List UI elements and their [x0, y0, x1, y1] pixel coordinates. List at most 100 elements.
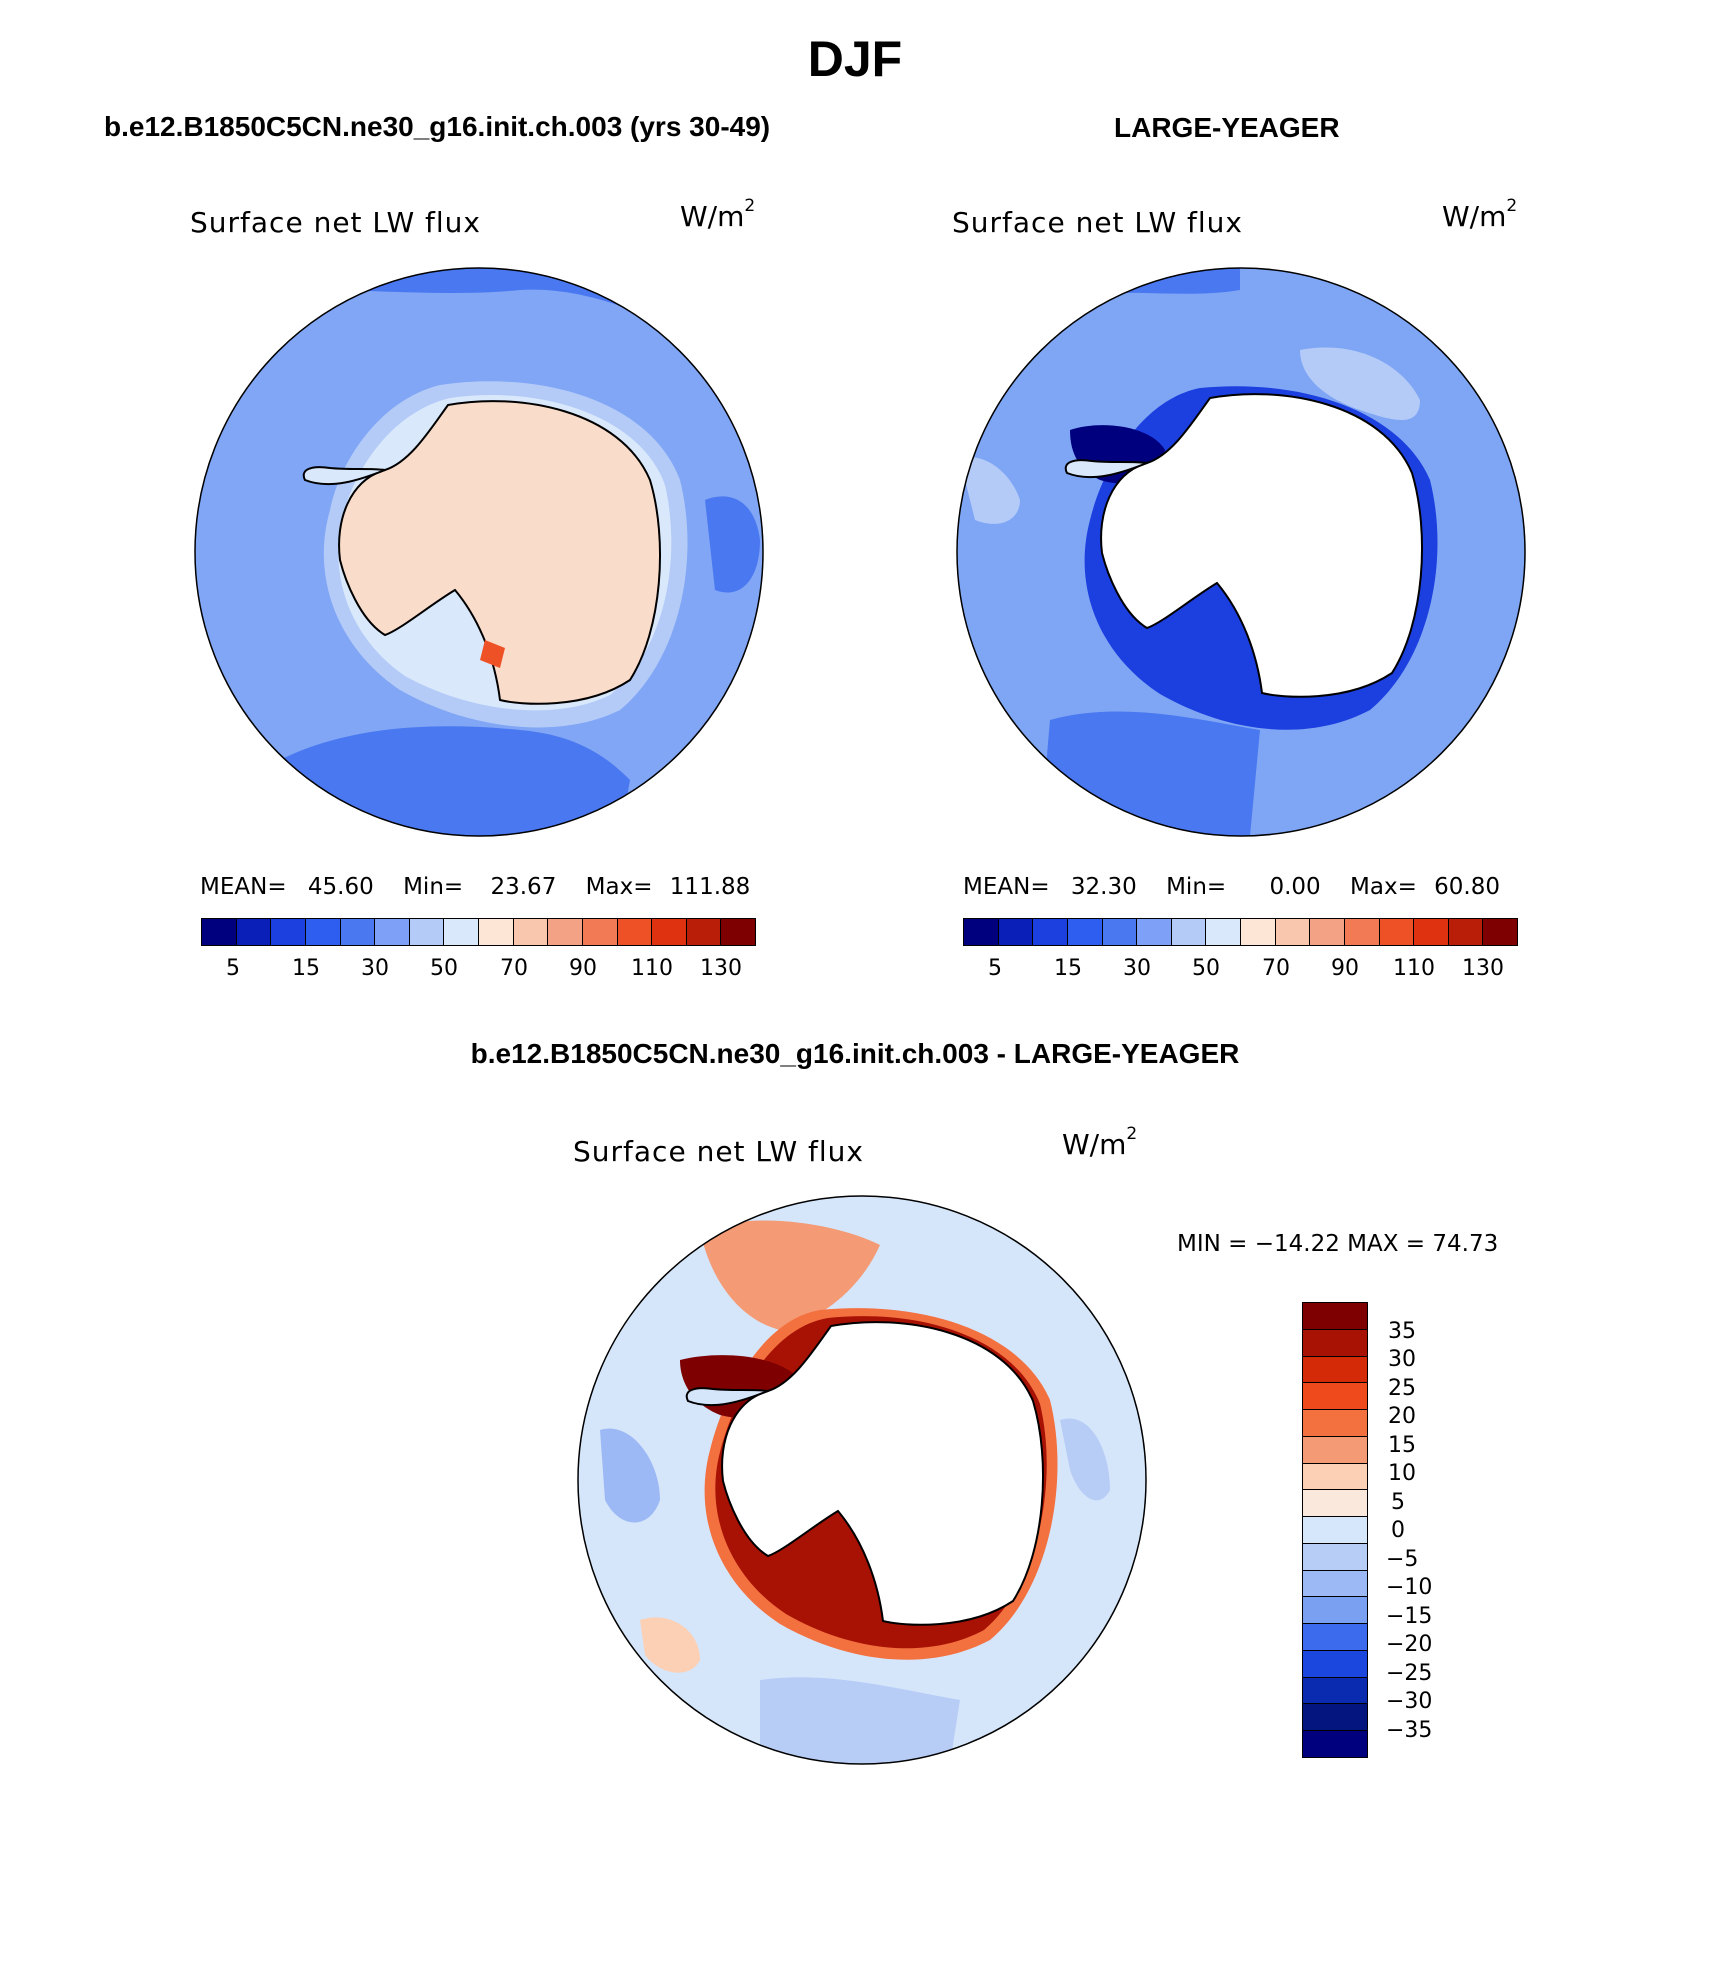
right-colorbar-swatch-5: [1102, 919, 1138, 945]
left-min-value: 23.67: [490, 874, 557, 900]
left-colorbar-swatch-16: [721, 919, 755, 945]
right-colorbar-swatch-7: [1171, 919, 1207, 945]
diff-colorbar-swatch-7: [1303, 1463, 1367, 1491]
diff-colorbar-tick-10: −10: [1386, 1575, 1433, 1600]
diff-colorbar-swatch-6: [1303, 1436, 1367, 1464]
left-colorbar-swatch-6: [375, 919, 410, 945]
right-max-label: Max=: [1350, 874, 1417, 900]
left-colorbar: [201, 918, 756, 946]
diff-colorbar-swatch-2: [1303, 1329, 1367, 1357]
left-peninsula: [302, 466, 386, 486]
left-panel-title: b.e12.B1850C5CN.ne30_g16.init.ch.003 (yr…: [104, 111, 771, 142]
left-stats: MEAN= 45.60 Min= 23.67 Max= 111.88: [200, 874, 750, 900]
left-colorbar-swatch-14: [652, 919, 687, 945]
diff-colorbar-tick-14: −30: [1386, 1689, 1433, 1714]
left-colorbar-swatch-12: [582, 919, 618, 945]
diff-colorbar-tick-1: 35: [1388, 1319, 1416, 1344]
diff-cool-south: [760, 1677, 960, 1764]
left-colorbar-tick-2: 15: [292, 956, 320, 981]
diff-units-sup: 2: [1126, 1124, 1138, 1144]
left-colorbar-tick-1: 5: [226, 956, 240, 981]
right-colorbar-tick-7: 110: [1393, 956, 1435, 981]
diff-cool-west: [600, 1428, 660, 1523]
diff-colorbar-swatch-5: [1303, 1410, 1367, 1437]
right-colorbar-swatch-13: [1379, 919, 1415, 945]
right-mean-value: 32.30: [1070, 874, 1137, 900]
left-colorbar-tick-4: 50: [430, 956, 458, 981]
left-dark-patch-east: [705, 496, 760, 593]
right-colorbar-swatch-9: [1241, 919, 1276, 945]
right-peninsula: [1064, 459, 1148, 479]
diff-warm-north: [700, 1220, 880, 1330]
left-colorbar-swatch-9: [479, 919, 514, 945]
right-colorbar-swatch-11: [1310, 919, 1345, 945]
right-colorbar-tick-4: 50: [1192, 956, 1220, 981]
left-mean-label: MEAN=: [200, 874, 287, 900]
diff-colorbar-swatch-15: [1303, 1677, 1367, 1705]
right-colorbar-swatch-8: [1206, 919, 1241, 945]
diff-colorbar-tick-6: 10: [1388, 1461, 1416, 1486]
diff-colorbar: [1302, 1302, 1368, 1758]
right-colorbar: [963, 918, 1518, 946]
diff-colorbar-swatch-3: [1303, 1356, 1367, 1384]
diff-colorbar-tick-12: −20: [1386, 1632, 1433, 1657]
diff-colorbar-swatch-8: [1303, 1490, 1367, 1518]
right-colorbar-tick-8: 130: [1462, 956, 1504, 981]
left-colorbar-swatch-4: [305, 919, 341, 945]
right-min-value: 0.00: [1269, 874, 1321, 900]
left-colorbar-swatch-3: [271, 919, 306, 945]
left-units-sup: 2: [744, 196, 756, 216]
left-max-value: 111.88: [669, 874, 751, 900]
right-colorbar-swatch-4: [1067, 919, 1103, 945]
diff-colorbar-swatch-12: [1303, 1597, 1367, 1625]
diff-colorbar-tick-13: −25: [1386, 1661, 1433, 1686]
right-colorbar-swatch-1: [964, 919, 999, 945]
right-colorbar-tick-6: 90: [1331, 956, 1359, 981]
diff-units-label: W/m2: [1062, 1124, 1137, 1161]
diff-peninsula: [685, 1387, 769, 1407]
left-units-text: W/m: [680, 200, 745, 233]
diff-colorbar-tick-5: 15: [1388, 1433, 1416, 1458]
right-colorbar-swatch-3: [1033, 919, 1068, 945]
diff-panel-title: b.e12.B1850C5CN.ne30_g16.init.ch.003 - L…: [470, 1038, 1240, 1069]
diff-colorbar-swatch-17: [1303, 1731, 1367, 1758]
right-colorbar-swatch-14: [1414, 919, 1449, 945]
diff-colorbar-swatch-9: [1303, 1517, 1367, 1544]
left-colorbar-swatch-8: [444, 919, 479, 945]
right-light-patch-ne: [1300, 347, 1420, 420]
left-colorbar-swatch-1: [202, 919, 237, 945]
left-colorbar-swatch-15: [686, 919, 722, 945]
diff-colorbar-swatch-16: [1303, 1704, 1367, 1732]
diff-colorbar-swatch-1: [1303, 1303, 1367, 1330]
diff-colorbar-swatch-14: [1303, 1650, 1367, 1678]
right-units-label: W/m2: [1442, 196, 1517, 233]
left-mean-value: 45.60: [307, 874, 374, 900]
diff-colorbar-tick-7: 5: [1391, 1490, 1405, 1515]
right-stats: MEAN= 32.30 Min= 0.00 Max= 60.80: [963, 874, 1500, 900]
right-units-text: W/m: [1442, 200, 1507, 233]
right-colorbar-swatch-6: [1137, 919, 1172, 945]
diff-colorbar-swatch-13: [1303, 1624, 1367, 1651]
right-colorbar-swatch-2: [998, 919, 1034, 945]
left-colorbar-swatch-11: [548, 919, 583, 945]
left-colorbar-tick-6: 90: [569, 956, 597, 981]
diff-colorbar-tick-9: −5: [1386, 1547, 1419, 1572]
main-title: DJF: [807, 31, 903, 87]
right-colorbar-swatch-16: [1483, 919, 1517, 945]
left-colorbar-tick-7: 110: [631, 956, 673, 981]
left-max-label: Max=: [585, 874, 653, 900]
diff-colorbar-tick-2: 30: [1388, 1347, 1416, 1372]
diff-minmax-text: MIN = −14.22 MAX = 74.73: [1177, 1231, 1499, 1257]
right-variable-label: Surface net LW flux: [952, 206, 1243, 239]
right-min-label: Min=: [1166, 874, 1227, 900]
left-colorbar-swatch-5: [340, 919, 376, 945]
diff-colorbar-tick-3: 25: [1388, 1376, 1416, 1401]
left-colorbar-swatch-7: [409, 919, 445, 945]
right-colorbar-swatch-15: [1448, 919, 1484, 945]
right-units-sup: 2: [1506, 196, 1518, 216]
left-variable-label: Surface net LW flux: [190, 206, 481, 239]
left-colorbar-swatch-2: [236, 919, 272, 945]
diff-colorbar-tick-4: 20: [1388, 1404, 1416, 1429]
